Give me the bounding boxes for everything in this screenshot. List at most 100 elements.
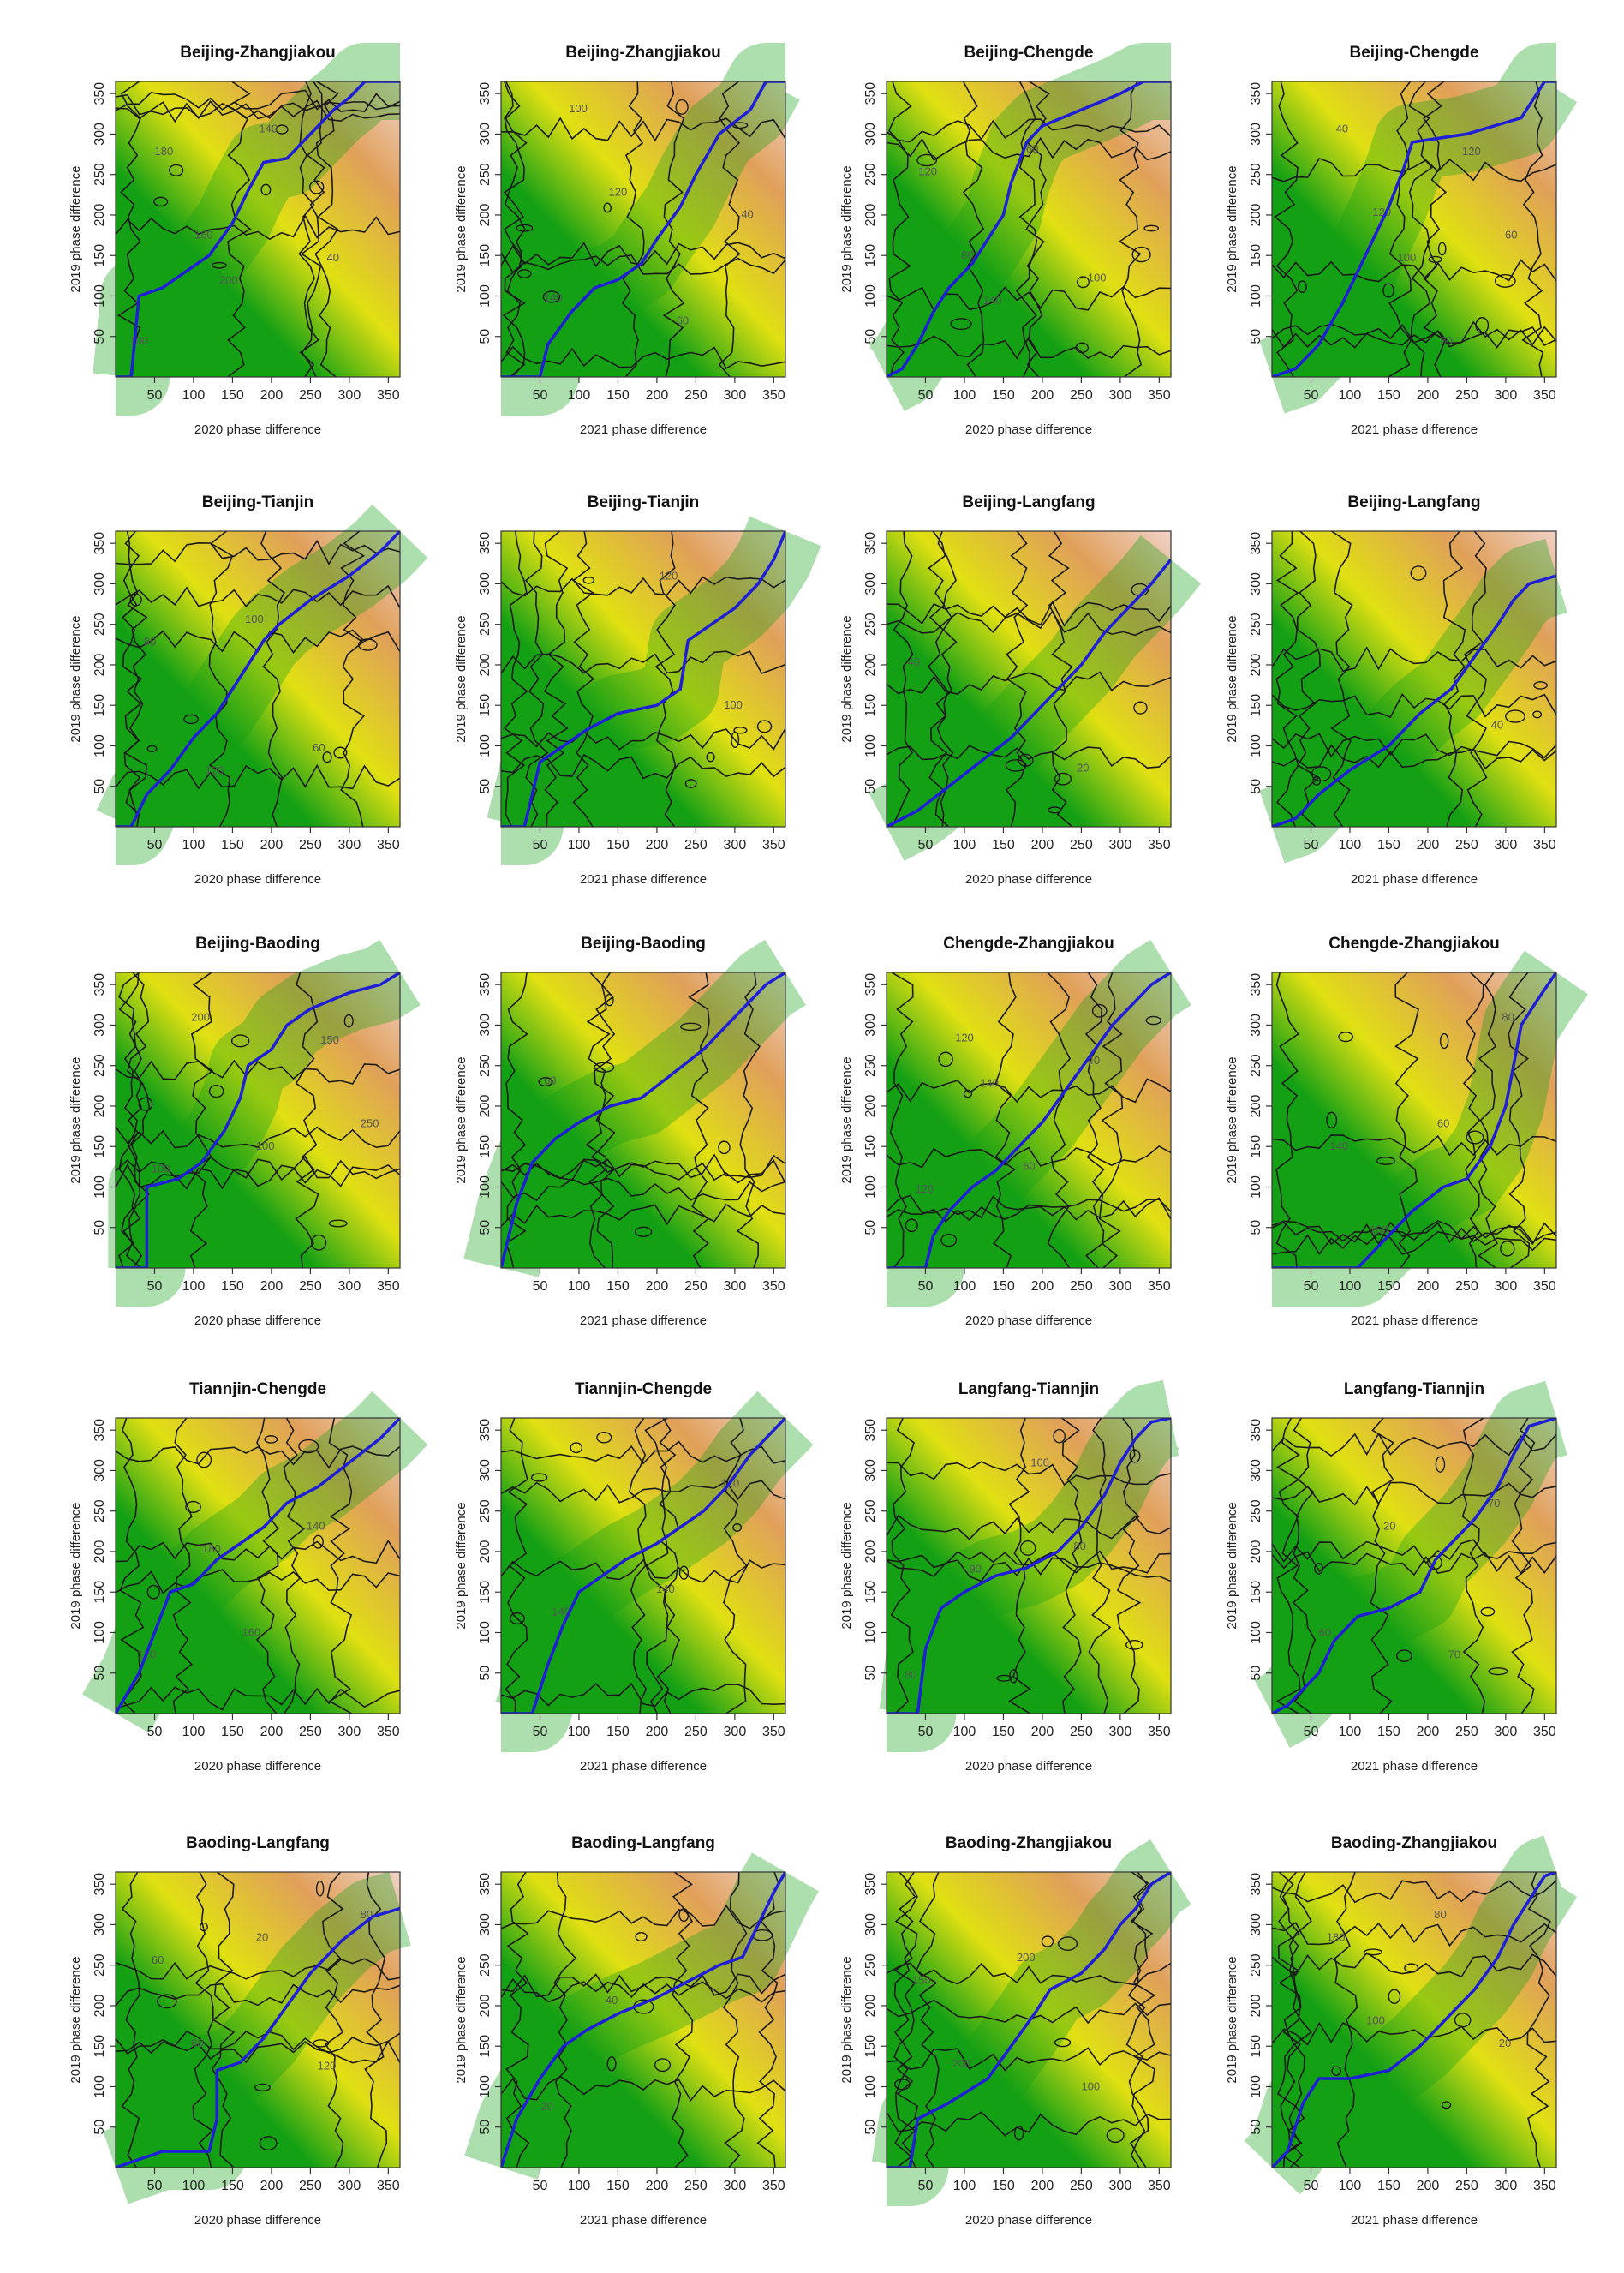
contour-line xyxy=(1478,972,1499,1268)
y-tick-label: 250 xyxy=(1249,1054,1263,1077)
x-tick-label: 250 xyxy=(684,1725,708,1739)
x-tick-label: 300 xyxy=(1495,388,1518,403)
y-tick-label: 200 xyxy=(478,1540,493,1564)
panel: Beijing-Baoding 60 50 100 150 200 250 300 350 50 1… xyxy=(454,935,806,1328)
x-tick-label: 250 xyxy=(1455,838,1478,852)
contour-label: 100 xyxy=(1398,251,1417,264)
contour-label: 200 xyxy=(1017,1951,1036,1964)
contour-blob xyxy=(605,993,614,1007)
contour-line xyxy=(501,576,785,597)
x-tick-label: 150 xyxy=(1377,838,1400,852)
plot-frame xyxy=(1271,972,1557,1269)
warping-path xyxy=(887,1418,1171,1714)
contour-label: 90 xyxy=(969,1563,981,1576)
contour-blob xyxy=(169,164,184,176)
contour-blob xyxy=(938,1051,953,1068)
x-tick-label: 250 xyxy=(1455,388,1478,403)
contour-label: 180 xyxy=(155,145,174,158)
contour-label: 180 xyxy=(202,1542,221,1555)
contour-line xyxy=(208,531,234,827)
x-tick-label: 300 xyxy=(1495,838,1518,852)
heatmap-surface xyxy=(501,1872,785,2168)
x-tick-label: 150 xyxy=(1377,388,1400,403)
y-tick-label: 150 xyxy=(93,694,107,717)
y-tick-label: 150 xyxy=(863,2035,878,2058)
x-tick-label: 200 xyxy=(260,2179,284,2193)
contour-blob xyxy=(185,1500,201,1514)
x-tick-label: 50 xyxy=(533,388,548,403)
y-tick-label: 200 xyxy=(863,1540,878,1564)
plot-frame xyxy=(886,81,1172,378)
y-tick-label: 350 xyxy=(863,973,878,996)
y-tick-label: 300 xyxy=(1249,572,1263,595)
contour-line xyxy=(887,2047,1171,2072)
x-axis-label: 2020 phase difference xyxy=(965,1759,1092,1774)
contour-line xyxy=(116,214,400,241)
y-axis-label: 2019 phase difference xyxy=(454,1056,469,1183)
contour-line xyxy=(1272,158,1556,182)
heatmap-surface xyxy=(116,1872,400,2168)
contour-label: 160 xyxy=(194,228,213,241)
y-tick-label: 50 xyxy=(863,2120,878,2135)
y-tick-label: 100 xyxy=(93,2075,107,2098)
x-tick-label: 300 xyxy=(1109,2179,1132,2193)
y-tick-label: 200 xyxy=(1249,654,1263,677)
panel: Beijing-Zhangjiakou 100 160 140 40 180 200 50 10… xyxy=(69,43,404,437)
x-tick-label: 150 xyxy=(992,1279,1015,1294)
contour-blob xyxy=(311,1234,327,1251)
contour-line xyxy=(116,1126,400,1149)
x-tick-label: 50 xyxy=(533,1725,548,1739)
x-tick-label: 150 xyxy=(606,1279,630,1294)
contour-blob xyxy=(940,1233,958,1247)
x-tick-label: 100 xyxy=(953,838,976,852)
warping-path xyxy=(1272,1872,1556,2168)
contour-line xyxy=(116,1059,400,1085)
warping-path xyxy=(501,531,785,827)
contour-line xyxy=(1388,81,1412,377)
contour-blob xyxy=(675,99,689,115)
contour-blob xyxy=(1331,2066,1342,2076)
y-tick-label: 200 xyxy=(863,204,878,227)
y-axis-label: 2019 phase difference xyxy=(839,165,854,292)
y-tick-label: 350 xyxy=(1249,82,1263,105)
y-tick-label: 200 xyxy=(1249,1995,1263,2018)
warping-path xyxy=(116,1418,400,1714)
y-tick-label: 200 xyxy=(1249,204,1263,227)
x-tick-label: 200 xyxy=(1031,388,1054,403)
x-tick-label: 150 xyxy=(606,388,630,403)
contour-line xyxy=(1408,81,1433,377)
contour-blob xyxy=(1129,1449,1141,1463)
x-tick-label: 350 xyxy=(377,838,400,852)
x-tick-label: 50 xyxy=(147,1279,163,1294)
contour-line xyxy=(1098,972,1124,1268)
y-axis-label: 2019 phase difference xyxy=(69,1056,83,1183)
x-tick-label: 200 xyxy=(260,388,284,403)
contour-line xyxy=(1272,1134,1556,1157)
y-tick-label: 250 xyxy=(1249,613,1263,636)
contour-blob xyxy=(1404,1963,1419,1973)
y-tick-label: 250 xyxy=(93,1054,107,1077)
y-tick-label: 300 xyxy=(93,572,107,595)
y-tick-label: 100 xyxy=(93,1175,107,1199)
contour-label: 70 xyxy=(1448,1648,1460,1661)
warping-path xyxy=(1272,1418,1556,1714)
y-axis-label: 2019 phase difference xyxy=(454,1956,469,2083)
contour-line xyxy=(524,531,549,827)
warping-path xyxy=(501,81,785,377)
y-tick-label: 100 xyxy=(863,734,878,757)
plot-frame xyxy=(886,1417,1172,1714)
plot-frame xyxy=(1271,530,1557,828)
contour-line xyxy=(736,972,761,1268)
x-tick-label: 350 xyxy=(377,1279,400,1294)
contour-line xyxy=(722,1872,748,2168)
x-tick-label: 50 xyxy=(533,2179,548,2193)
y-tick-label: 200 xyxy=(93,1095,107,1118)
x-tick-label: 300 xyxy=(724,388,747,403)
contour-blob xyxy=(1005,759,1027,772)
contour-blob xyxy=(1494,273,1516,288)
contour-label: 140 xyxy=(1329,1139,1348,1152)
x-tick-label: 350 xyxy=(762,2179,785,2193)
contour-line xyxy=(1442,531,1466,827)
